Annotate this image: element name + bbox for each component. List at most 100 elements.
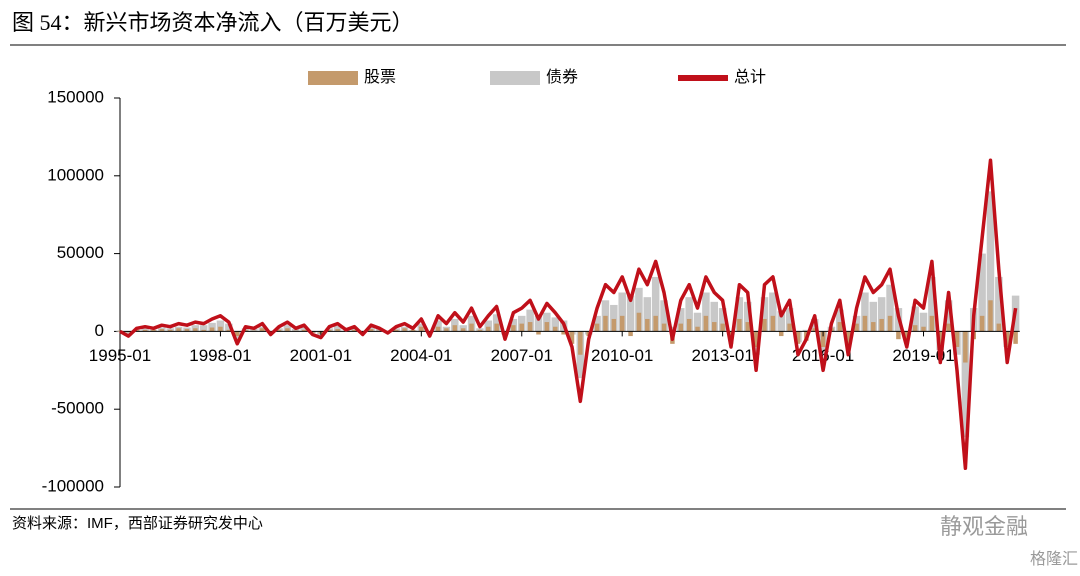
bar [484,320,493,332]
bar [561,331,566,335]
bar [651,276,660,332]
x-tick-label: 2013-01 [691,346,753,365]
bar [887,315,893,332]
bar [626,295,635,332]
bar [921,326,926,332]
bar [836,309,844,332]
bar [961,331,970,438]
bar [785,308,794,332]
bar [124,331,133,336]
legend-swatch [678,75,728,81]
bar [618,292,626,332]
legend-label: 债券 [546,68,578,86]
line [119,158,1018,471]
bar [686,318,692,332]
legend-swatch [308,71,358,85]
bar [494,323,499,332]
bar [944,300,953,332]
source: 资料来源：IMF，西部证券研究发中心 [12,515,263,532]
bar [544,322,550,332]
bar [460,328,466,332]
bar [911,306,919,332]
bar [260,328,265,332]
bar [854,323,859,332]
bar [368,329,374,332]
bar [861,292,869,332]
x-tick-label: 1995-01 [89,346,151,365]
bar [636,312,642,332]
bar [802,329,811,332]
bar [402,328,407,332]
bar [753,331,759,347]
bar [946,323,951,332]
bar [886,284,894,332]
bar [419,326,424,332]
bar [276,329,282,332]
bar [869,301,878,332]
bar [492,314,501,332]
bar [820,331,826,347]
bar [151,329,156,332]
bar [552,326,558,332]
bar [534,315,543,332]
bar [469,323,474,332]
bar [159,329,165,332]
bar [778,331,784,337]
bar [216,320,225,332]
bar [702,292,710,332]
bar [527,322,533,332]
bar [301,329,307,332]
x-tick-label: 2007-01 [491,346,553,365]
bar [603,315,608,332]
bar [226,329,232,332]
bar [201,329,206,332]
bar [335,329,340,332]
bar [519,323,525,332]
bar [877,297,886,332]
bar [635,287,643,332]
bar [486,326,491,332]
bar [986,191,995,332]
bar [452,325,458,332]
bar [745,322,750,332]
bar [610,304,618,332]
bar [978,253,986,332]
bar [628,331,633,337]
bar [795,331,801,344]
bar [703,315,709,332]
bar [352,329,357,332]
bar [225,323,233,332]
bar [720,323,725,332]
bar [435,326,441,332]
x-tick-label: 2016-01 [792,346,854,365]
bar [712,322,717,332]
bar [879,318,884,332]
bar [928,276,936,332]
bar [477,329,483,332]
bar [769,292,777,332]
x-tick-label: 2019-01 [892,346,954,365]
bar [988,300,993,332]
bar [1004,331,1010,347]
bar [685,297,693,332]
bar [979,315,985,332]
bar [444,328,449,332]
y-tick-label: 150000 [47,87,104,106]
bar [643,297,652,332]
bar [209,327,215,332]
bar [292,329,300,332]
bar [243,329,248,332]
bar [770,315,776,332]
bar [995,276,1003,332]
bar [234,331,240,337]
bar [735,297,744,332]
x-tick-label: 2001-01 [290,346,352,365]
bar [871,322,876,332]
y-tick-label: 100000 [47,165,104,184]
y-tick-label: -100000 [42,476,104,495]
bar [661,323,667,332]
bar [710,301,719,332]
bar [762,318,767,332]
bar [919,312,928,332]
